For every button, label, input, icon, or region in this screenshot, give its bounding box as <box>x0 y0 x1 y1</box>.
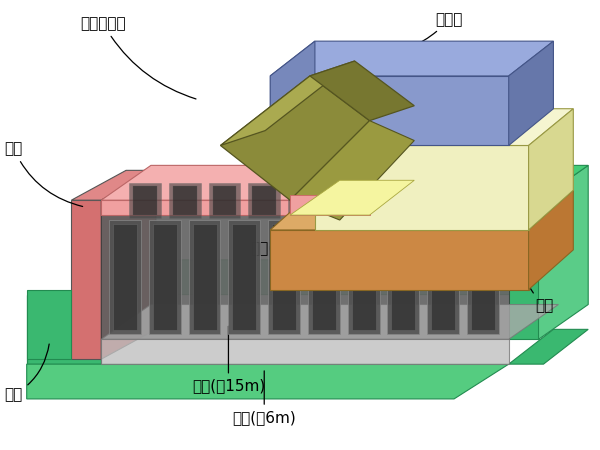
Polygon shape <box>26 364 509 399</box>
Polygon shape <box>101 165 559 200</box>
Text: 前锚室: 前锚室 <box>380 12 463 55</box>
Polygon shape <box>407 183 439 218</box>
Polygon shape <box>509 165 588 200</box>
Polygon shape <box>129 183 161 218</box>
Polygon shape <box>529 109 574 230</box>
Polygon shape <box>328 183 359 218</box>
Polygon shape <box>133 186 157 215</box>
Polygon shape <box>268 220 300 334</box>
Polygon shape <box>371 186 395 215</box>
Text: 帽梁: 帽梁 <box>5 141 83 207</box>
Polygon shape <box>315 145 529 230</box>
Polygon shape <box>509 200 539 339</box>
Polygon shape <box>169 183 200 218</box>
Polygon shape <box>388 220 419 334</box>
Polygon shape <box>509 165 559 215</box>
Text: 底板(厚6m): 底板(厚6m) <box>232 371 296 425</box>
Polygon shape <box>348 220 380 334</box>
Polygon shape <box>290 195 370 215</box>
Polygon shape <box>270 41 315 145</box>
Polygon shape <box>315 109 574 145</box>
Polygon shape <box>153 224 177 330</box>
Polygon shape <box>193 224 217 330</box>
Polygon shape <box>220 61 355 145</box>
Polygon shape <box>290 121 414 220</box>
Polygon shape <box>188 220 220 334</box>
Text: 填芯(厚15m): 填芯(厚15m) <box>192 326 265 393</box>
Polygon shape <box>529 190 574 290</box>
Polygon shape <box>509 329 588 364</box>
Polygon shape <box>109 220 141 334</box>
Polygon shape <box>310 61 414 121</box>
Polygon shape <box>252 186 276 215</box>
Polygon shape <box>467 220 499 334</box>
Polygon shape <box>539 165 588 339</box>
Polygon shape <box>487 183 518 218</box>
Polygon shape <box>101 180 559 215</box>
Polygon shape <box>447 183 479 218</box>
Polygon shape <box>209 183 241 218</box>
Polygon shape <box>26 290 71 359</box>
Polygon shape <box>26 295 101 364</box>
Polygon shape <box>431 224 455 330</box>
Polygon shape <box>312 224 336 330</box>
Polygon shape <box>232 224 256 330</box>
Polygon shape <box>332 186 356 215</box>
Polygon shape <box>491 186 515 215</box>
Polygon shape <box>270 41 553 76</box>
Polygon shape <box>101 171 156 359</box>
Polygon shape <box>101 305 559 339</box>
Polygon shape <box>292 186 316 215</box>
Polygon shape <box>290 180 414 215</box>
Polygon shape <box>212 186 236 215</box>
Polygon shape <box>270 76 509 145</box>
Polygon shape <box>229 220 260 334</box>
Polygon shape <box>220 76 370 200</box>
Polygon shape <box>248 183 280 218</box>
Polygon shape <box>368 183 400 218</box>
Text: 内衬: 内衬 <box>521 259 554 313</box>
Polygon shape <box>509 41 553 145</box>
Polygon shape <box>308 220 340 334</box>
Polygon shape <box>471 224 495 330</box>
Polygon shape <box>101 215 509 339</box>
Polygon shape <box>272 224 296 330</box>
Polygon shape <box>149 220 181 334</box>
Polygon shape <box>288 183 320 218</box>
Polygon shape <box>101 200 509 215</box>
Polygon shape <box>270 190 574 230</box>
Text: 散索鞍支墩: 散索鞍支墩 <box>80 16 196 99</box>
Polygon shape <box>101 339 509 364</box>
Polygon shape <box>412 186 435 215</box>
Polygon shape <box>113 224 137 330</box>
Polygon shape <box>71 200 101 359</box>
Polygon shape <box>352 224 376 330</box>
Polygon shape <box>270 230 529 290</box>
Polygon shape <box>101 260 553 295</box>
Polygon shape <box>427 220 459 334</box>
Text: 顶板(厚6m): 顶板(厚6m) <box>250 212 357 255</box>
Polygon shape <box>391 224 415 330</box>
Text: 连墙: 连墙 <box>5 344 49 402</box>
Polygon shape <box>173 186 197 215</box>
Polygon shape <box>451 186 475 215</box>
Polygon shape <box>71 171 156 200</box>
